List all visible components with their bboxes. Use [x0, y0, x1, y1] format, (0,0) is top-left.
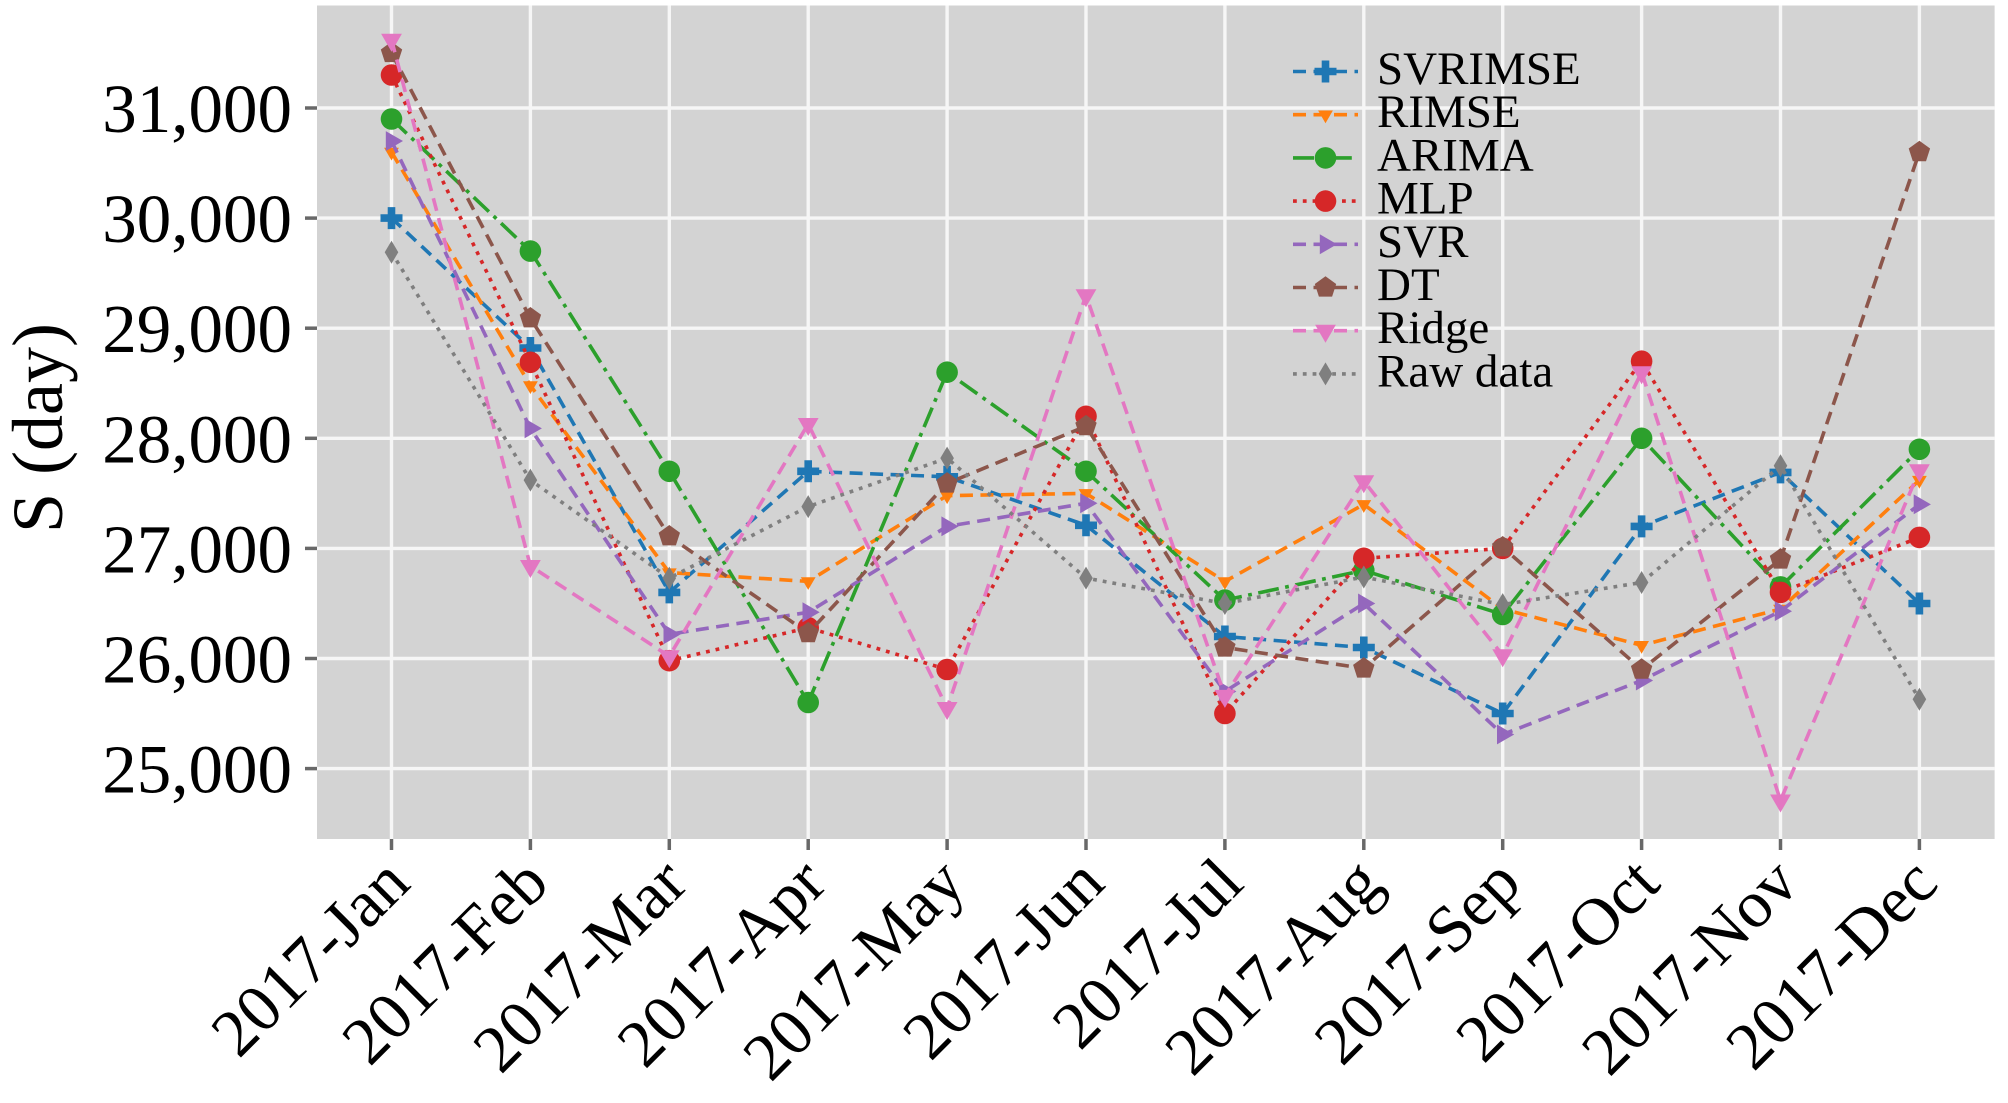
svg-text:31,000: 31,000 — [102, 71, 292, 147]
svg-text:28,000: 28,000 — [102, 401, 292, 477]
svg-text:29,000: 29,000 — [102, 291, 292, 367]
svg-text:25,000: 25,000 — [102, 732, 292, 808]
svg-text:30,000: 30,000 — [102, 181, 292, 257]
svg-text:Ridge: Ridge — [1377, 302, 1489, 354]
svg-text:ARIMA: ARIMA — [1377, 129, 1534, 181]
svg-text:DT: DT — [1377, 259, 1440, 311]
svg-text:MLP: MLP — [1377, 173, 1474, 225]
svg-text:SVR: SVR — [1377, 216, 1469, 268]
svg-text:Raw data: Raw data — [1377, 345, 1553, 397]
svg-text:S (day): S (day) — [0, 323, 78, 533]
svg-text:RIMSE: RIMSE — [1377, 86, 1521, 138]
svg-text:26,000: 26,000 — [102, 622, 292, 698]
svg-text:SVRIMSE: SVRIMSE — [1377, 43, 1581, 95]
svg-text:27,000: 27,000 — [102, 511, 292, 587]
